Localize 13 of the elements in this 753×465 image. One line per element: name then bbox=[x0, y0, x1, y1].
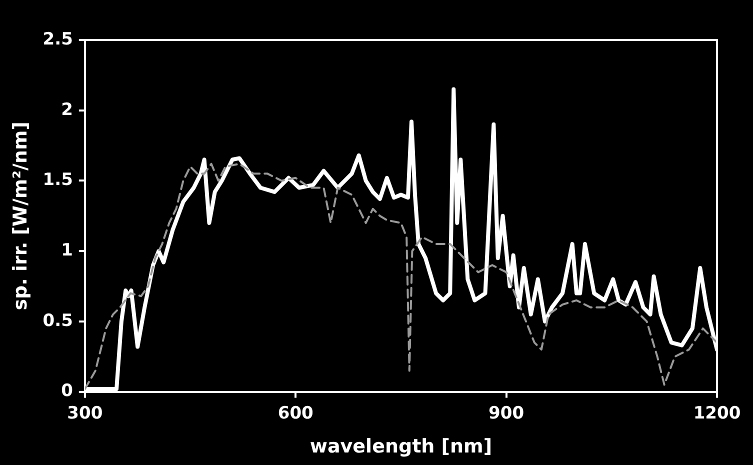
x-tick-label: 300 bbox=[67, 403, 103, 424]
x-axis-title: wavelength [nm] bbox=[310, 436, 492, 458]
y-tick-label: 1 bbox=[61, 240, 73, 260]
y-tick-label: 2.5 bbox=[42, 29, 73, 50]
y-tick-label: 0 bbox=[61, 381, 74, 402]
y-axis-title: sp. irr. [W/m²/nm] bbox=[9, 122, 32, 310]
x-tick-label: 900 bbox=[488, 403, 524, 424]
line-series bbox=[84, 162, 717, 390]
y-tick-label: 0.5 bbox=[42, 310, 73, 331]
x-tick-label: 600 bbox=[278, 403, 314, 424]
y-tick-label: 2 bbox=[61, 100, 73, 120]
x-tick-label: 1200 bbox=[693, 403, 741, 424]
y-tick-label: 1.5 bbox=[42, 170, 73, 190]
